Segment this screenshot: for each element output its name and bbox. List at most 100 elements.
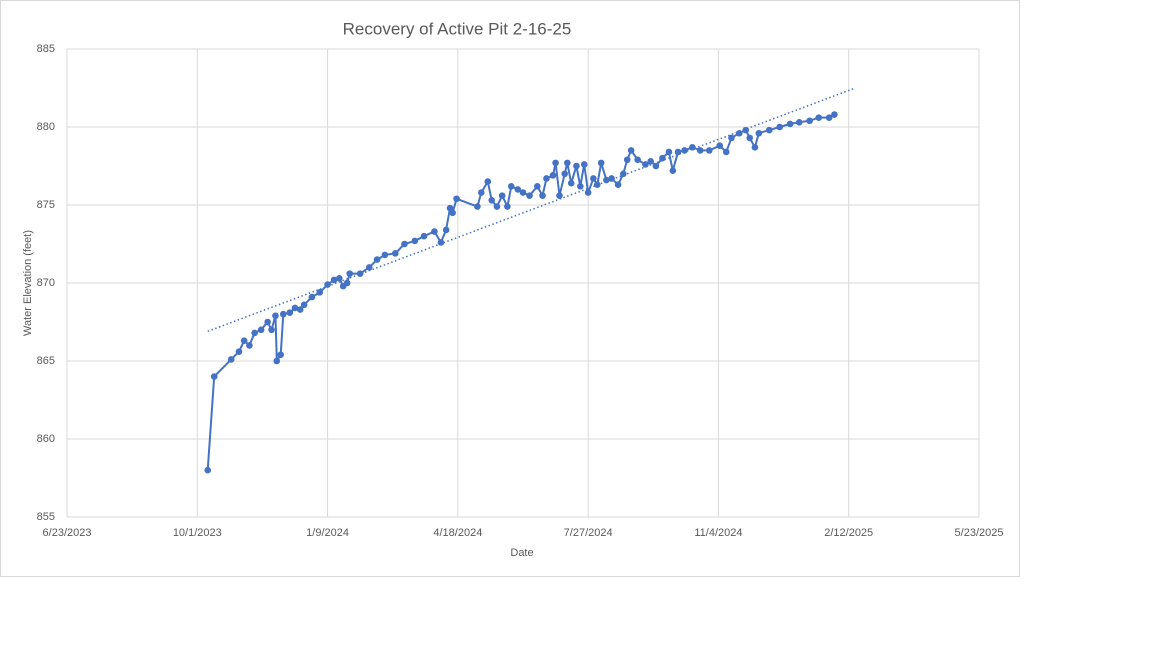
data-point bbox=[478, 189, 485, 196]
data-point bbox=[689, 143, 696, 151]
data-point bbox=[308, 293, 316, 301]
data-point bbox=[474, 203, 481, 210]
x-tick-label: 4/18/2024 bbox=[433, 527, 482, 539]
data-point bbox=[634, 156, 641, 164]
data-point bbox=[335, 275, 343, 282]
x-tick-label: 10/1/2023 bbox=[173, 527, 222, 539]
data-point bbox=[277, 351, 284, 359]
data-point bbox=[504, 203, 511, 210]
data-point bbox=[681, 147, 688, 154]
data-point bbox=[776, 123, 783, 131]
data-point bbox=[365, 264, 373, 271]
data-point bbox=[273, 357, 281, 365]
data-point bbox=[420, 232, 428, 240]
data-point bbox=[272, 312, 279, 320]
data-point bbox=[246, 342, 253, 349]
data-point bbox=[627, 147, 635, 154]
data-point bbox=[669, 167, 677, 174]
data-point bbox=[343, 279, 351, 287]
data-point bbox=[577, 182, 584, 190]
x-tick-label: 11/4/2024 bbox=[694, 527, 742, 539]
data-point bbox=[746, 134, 753, 142]
data-point bbox=[549, 172, 557, 179]
data-point bbox=[573, 162, 580, 170]
data-point bbox=[608, 175, 615, 182]
data-point bbox=[279, 310, 287, 318]
chart-title: Recovery of Active Pit 2-16-25 bbox=[343, 19, 572, 38]
data-point bbox=[442, 226, 450, 234]
data-point bbox=[642, 161, 649, 168]
y-tick-label: 860 bbox=[37, 433, 55, 445]
data-point bbox=[373, 256, 381, 263]
data-point bbox=[324, 281, 331, 288]
data-point bbox=[561, 170, 568, 178]
data-point bbox=[268, 326, 275, 334]
data-point bbox=[795, 119, 803, 126]
data-point bbox=[665, 148, 673, 156]
data-point bbox=[484, 178, 492, 185]
data-point bbox=[786, 120, 794, 128]
data-point bbox=[722, 148, 730, 156]
data-point bbox=[498, 192, 506, 199]
data-point bbox=[597, 159, 605, 167]
y-tick-label: 880 bbox=[37, 121, 55, 133]
data-point bbox=[330, 276, 338, 284]
data-point bbox=[235, 348, 243, 355]
data-point bbox=[240, 337, 248, 345]
data-point bbox=[356, 270, 364, 277]
y-tick-label: 870 bbox=[37, 277, 55, 289]
y-tick-label: 885 bbox=[37, 43, 55, 55]
data-point bbox=[716, 142, 724, 150]
data-point bbox=[620, 170, 627, 178]
data-point bbox=[449, 209, 456, 217]
data-point bbox=[227, 356, 235, 363]
x-tick-label: 7/27/2024 bbox=[564, 527, 613, 539]
data-point bbox=[300, 301, 308, 309]
data-point bbox=[659, 154, 666, 162]
data-point bbox=[539, 192, 546, 199]
y-tick-label: 865 bbox=[37, 355, 55, 367]
data-point bbox=[488, 197, 496, 204]
data-point bbox=[623, 156, 631, 164]
chart-frame bbox=[0, 0, 1020, 577]
data-point bbox=[806, 117, 813, 125]
data-point bbox=[543, 175, 550, 182]
data-point bbox=[519, 189, 527, 196]
data-point bbox=[567, 179, 575, 187]
data-point bbox=[431, 228, 438, 235]
data-point bbox=[706, 147, 713, 154]
data-point bbox=[392, 250, 399, 257]
data-point bbox=[674, 148, 682, 156]
data-point bbox=[257, 326, 265, 334]
data-point bbox=[291, 304, 299, 312]
x-tick-label: 2/12/2025 bbox=[824, 527, 873, 539]
data-point bbox=[204, 466, 212, 474]
data-point bbox=[603, 176, 610, 184]
data-point bbox=[652, 162, 660, 170]
data-point bbox=[593, 181, 601, 189]
data-point bbox=[507, 182, 515, 190]
data-point bbox=[526, 192, 533, 199]
data-point bbox=[765, 126, 773, 134]
data-point bbox=[563, 159, 571, 167]
x-tick-label: 1/9/2024 bbox=[306, 527, 349, 539]
data-point bbox=[316, 289, 324, 296]
data-point bbox=[647, 158, 654, 165]
data-point bbox=[751, 143, 759, 151]
data-point bbox=[742, 126, 750, 134]
data-point bbox=[453, 195, 460, 203]
data-point bbox=[815, 114, 823, 121]
y-tick-label: 855 bbox=[37, 511, 55, 523]
data-point bbox=[401, 240, 408, 248]
data-point bbox=[614, 181, 622, 189]
data-point bbox=[251, 329, 258, 337]
data-point bbox=[831, 111, 838, 118]
x-axis-label: Date bbox=[510, 547, 533, 559]
data-point bbox=[584, 189, 592, 196]
data-point bbox=[534, 182, 541, 190]
data-point bbox=[755, 129, 763, 137]
data-point bbox=[735, 129, 743, 137]
data-point bbox=[825, 114, 833, 121]
data-point bbox=[437, 239, 445, 246]
